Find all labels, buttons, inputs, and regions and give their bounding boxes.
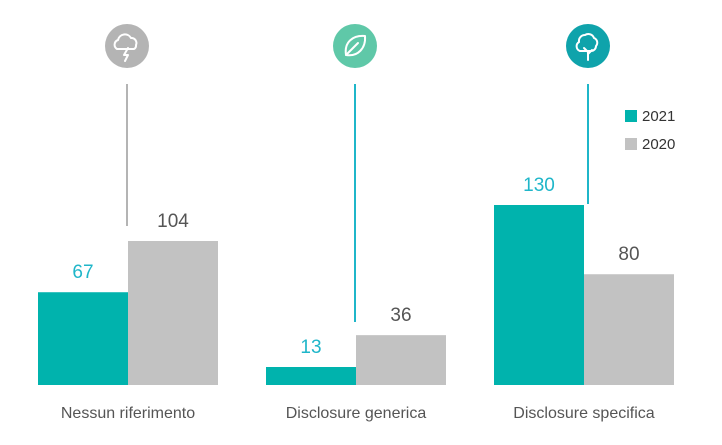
legend-swatch-2021 (625, 110, 637, 122)
tree-icon (575, 32, 599, 61)
data-label-2021-3: 130 (523, 175, 555, 196)
bar-2021-3 (494, 205, 584, 385)
legend-label-2021: 2021 (642, 108, 675, 125)
cloud-lightning-icon (113, 33, 138, 62)
data-label-2020-1: 104 (157, 211, 189, 232)
data-label-2021-2: 13 (300, 337, 321, 358)
data-label-2020-2: 36 (390, 305, 411, 326)
cloud-lightning-icon-badge (105, 24, 149, 68)
legend-swatch-2020 (625, 138, 637, 150)
tree-icon-badge (566, 24, 610, 68)
data-label-2021-1: 67 (72, 262, 93, 283)
bar-2021-1 (38, 292, 128, 385)
bar-2020-3 (584, 274, 674, 385)
category-label-2: Disclosure generica (286, 405, 427, 422)
bar-2021-2 (266, 367, 356, 385)
bar-2020-2 (356, 335, 446, 385)
data-label-2020-3: 80 (618, 244, 639, 265)
category-label-3: Disclosure specifica (513, 405, 654, 422)
bar-2020-1 (128, 241, 218, 385)
category-label-1: Nessun riferimento (61, 405, 195, 422)
leaf-icon (344, 34, 367, 57)
legend-label-2020: 2020 (642, 136, 675, 153)
